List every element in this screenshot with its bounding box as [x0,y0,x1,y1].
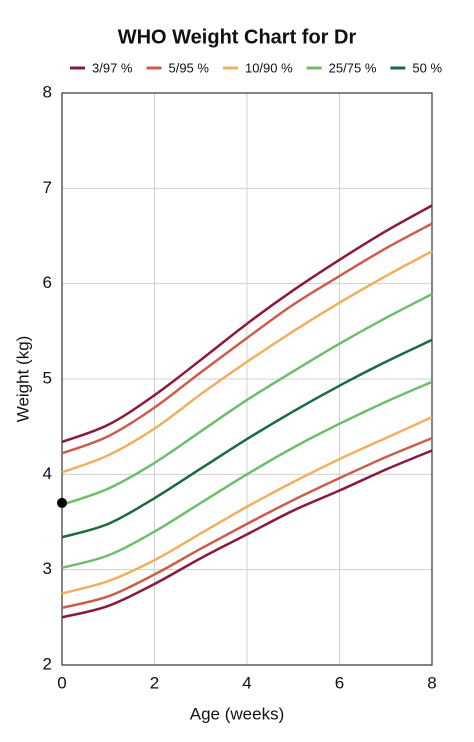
percentile-line [61,380,433,569]
percentile-line [61,338,433,539]
chart-title: WHO Weight Chart for Dr [118,26,357,48]
legend-label: 3/97 % [92,60,133,75]
y-tick-label: 7 [43,178,52,197]
percentile-line [61,293,433,507]
x-tick-label: 0 [57,673,66,692]
percentile-line [61,415,433,595]
y-tick-label: 6 [43,273,52,292]
x-tick-label: 8 [427,673,436,692]
x-tick-label: 4 [242,673,251,692]
y-tick-label: 2 [43,654,52,673]
y-tick-label: 5 [43,368,52,387]
x-tick-label: 6 [335,673,344,692]
percentile-line [61,250,433,474]
legend-label: 10/90 % [245,60,293,75]
measurement-point [57,497,67,508]
plot-frame [61,92,433,666]
legend-label: 5/95 % [168,60,209,75]
y-tick-label: 4 [43,464,52,483]
percentile-line [61,222,433,455]
legend-label: 25/75 % [329,60,377,75]
legend-label: 50 % [412,60,442,75]
x-axis-label: Age (weeks) [190,704,284,723]
percentile-line [61,204,433,444]
y-tick-label: 8 [43,82,52,101]
x-tick-label: 2 [150,673,159,692]
percentile-line [61,436,433,610]
y-tick-label: 3 [43,559,52,578]
percentile-line [61,449,433,619]
y-axis-label: Weight (kg) [13,336,32,423]
